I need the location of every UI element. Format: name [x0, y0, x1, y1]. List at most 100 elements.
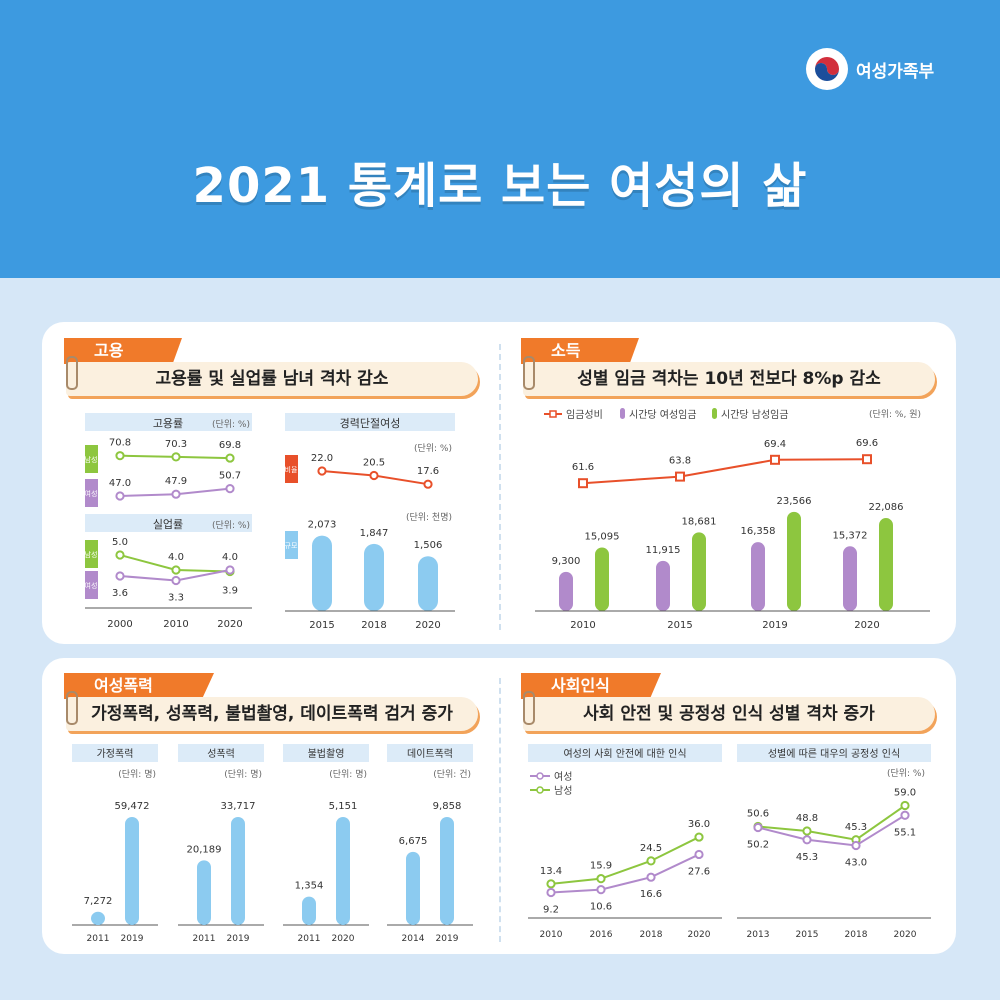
emp-female-label: 47.9 [165, 476, 187, 487]
safety-male-point [546, 879, 556, 889]
legend-female-marker [536, 772, 544, 780]
unemp-female-label: 3.3 [168, 593, 184, 604]
fairness-male-label: 59.0 [894, 788, 916, 799]
violence-bar-label: 9,858 [433, 801, 462, 812]
violence-title: 데이트폭력 [407, 748, 453, 760]
safety-title: 여성의 사회 안전에 대한 인식 [563, 748, 686, 760]
headline-employment: 고용률 및 실업률 남녀 격차 감소 [66, 362, 478, 396]
legend-female-label: 여성 [554, 771, 572, 783]
paper-clip-icon [66, 356, 78, 390]
fairness-female-point [851, 840, 861, 851]
fairness-female-label: 43.0 [845, 858, 867, 869]
x-tick-label: 2020 [894, 930, 917, 940]
wage-ratio-point [862, 454, 872, 465]
violence-bar [125, 817, 139, 925]
safety-male-label: 36.0 [688, 819, 710, 830]
fairness-male-point [802, 826, 812, 836]
fairness-male-label: 45.3 [845, 822, 867, 833]
wage-ratio-point [675, 471, 685, 482]
safety-female-point [646, 872, 656, 882]
safety-female-label: 10.6 [590, 902, 612, 913]
cb-size-bar [364, 543, 384, 611]
emp-female-point [115, 491, 125, 501]
wage-ratio-label: 69.6 [856, 438, 878, 449]
emp-female-point [171, 489, 181, 499]
safety-male-label: 15.9 [590, 861, 612, 872]
legend-female-label: 시간당 여성임금 [629, 408, 697, 421]
emp-male-point [115, 451, 125, 461]
unemployment-rate-title: 실업률 [153, 518, 183, 531]
violence-title: 성폭력 [207, 748, 235, 760]
x-tick-label: 2013 [747, 930, 770, 940]
cb-ratio-label: 22.0 [311, 453, 333, 464]
x-tick-label: 2014 [402, 934, 425, 944]
wage-ratio-point [770, 454, 780, 465]
wage-female-label: 9,300 [552, 556, 581, 567]
emp-female-point [225, 484, 235, 494]
unemp-female-point [171, 575, 181, 586]
female-tag: 여성 [85, 581, 98, 590]
unemployment-rate-unit: (단위: %) [212, 520, 250, 531]
paper-clip-icon [523, 691, 535, 725]
paper-clip-icon [66, 691, 78, 725]
cb-ratio-point [317, 466, 327, 476]
x-tick-label: 2020 [688, 930, 711, 940]
career-break-ratio-unit: (단위: %) [414, 443, 452, 454]
fairness-female-point [900, 810, 910, 820]
fairness-female-label: 55.1 [894, 827, 916, 838]
violence-bar-label: 1,354 [295, 881, 324, 892]
career-break-title: 경력단절여성 [340, 417, 401, 430]
wage-female-bar [843, 546, 857, 611]
cb-size-bar [418, 556, 438, 611]
legend-ratio-label: 임금성비 [566, 408, 603, 421]
paper-clip-icon [523, 356, 535, 390]
wage-ratio-label: 63.8 [669, 456, 691, 467]
fairness-female-point [802, 835, 812, 845]
safety-male-point [596, 874, 606, 884]
perception-unit: (단위: %) [887, 768, 925, 779]
x-tick-label: 2010 [163, 619, 188, 630]
emp-female-label: 47.0 [109, 478, 131, 489]
headline-income: 성별 임금 격차는 10년 전보다 8%p 감소 [523, 362, 935, 396]
x-tick-label: 2019 [762, 620, 787, 631]
ratio-tag: 비율 [285, 465, 298, 474]
career-break-size-unit: (단위: 천명) [406, 512, 452, 523]
wage-female-label: 11,915 [646, 545, 681, 556]
org-logo: 여성가족부 [806, 48, 934, 90]
fairness-male-label: 50.6 [747, 809, 769, 820]
org-name: 여성가족부 [856, 61, 935, 82]
fairness-female-line [757, 814, 906, 847]
unemp-male-point [115, 550, 125, 560]
male-tag: 남성 [85, 455, 98, 464]
fairness-female-label: 45.3 [796, 852, 818, 863]
violence-title: 불법촬영 [308, 748, 345, 760]
wage-male-label: 15,095 [585, 531, 620, 542]
fairness-female-label: 50.2 [747, 840, 769, 851]
wage-male-bar [787, 511, 801, 611]
x-tick-label: 2018 [361, 620, 386, 631]
unemp-male-label: 4.0 [168, 552, 184, 563]
employment-rate-unit: (단위: %) [212, 419, 250, 430]
x-tick-label: 2016 [590, 930, 613, 940]
page-title: 2021 통계로 보는 여성의 삶 [192, 158, 808, 214]
unemp-male-label: 5.0 [112, 537, 128, 548]
unemp-male-point [171, 565, 181, 575]
wage-ratio-label: 69.4 [764, 439, 786, 450]
safety-female-label: 9.2 [543, 905, 559, 916]
wage-female-bar [656, 560, 670, 611]
x-tick-label: 2020 [854, 620, 879, 631]
x-tick-label: 2015 [667, 620, 692, 631]
legend-male-label: 시간당 남성임금 [721, 408, 789, 421]
violence-bar [302, 896, 316, 925]
card-divider [499, 344, 501, 630]
legend-male-label: 남성 [554, 785, 572, 797]
fairness-title: 성별에 따른 대우의 공정성 인식 [768, 748, 900, 760]
safety-female-point [546, 887, 556, 898]
violence-unit: (단위: 명) [329, 769, 367, 780]
x-tick-label: 2011 [193, 934, 216, 944]
unemp-female-label: 3.6 [112, 588, 128, 599]
unemp-male-label: 3.9 [222, 586, 238, 597]
fairness-male-line [757, 804, 906, 841]
fairness-male-label: 48.8 [796, 813, 818, 824]
